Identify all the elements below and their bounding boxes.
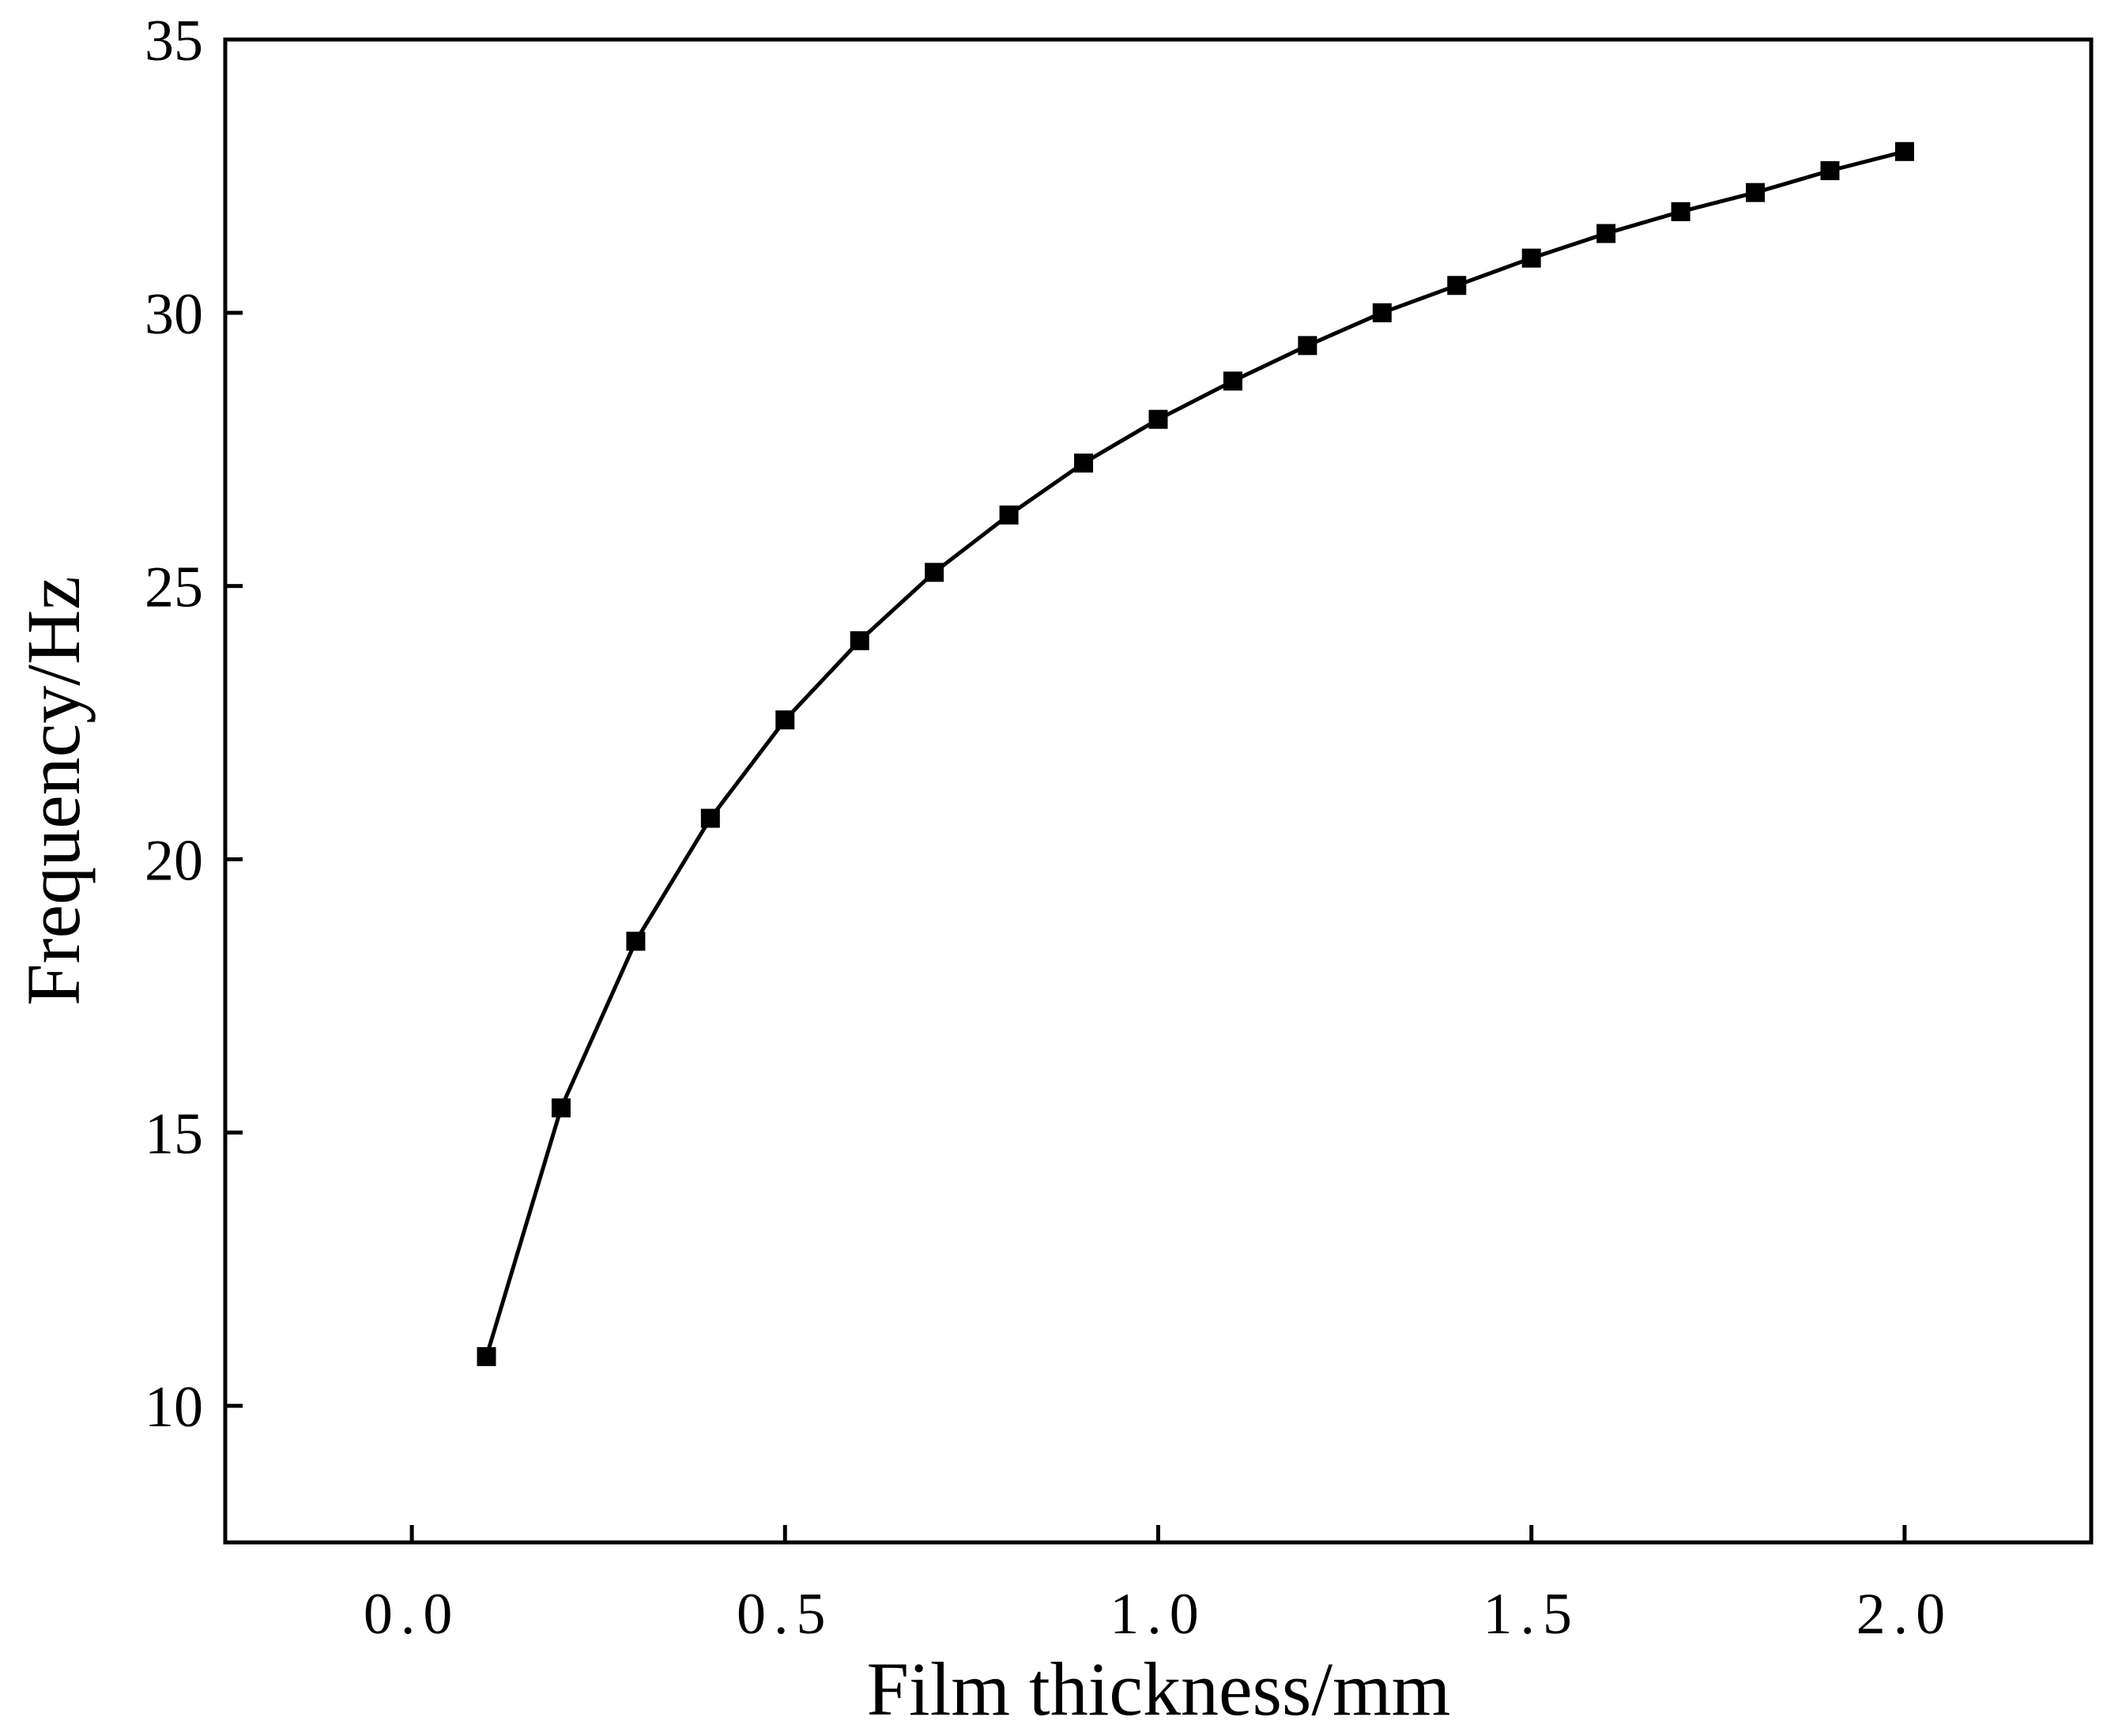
data-point xyxy=(1223,371,1242,391)
x-tick-label: 2.0 xyxy=(1856,1582,1954,1647)
y-tick-label: 10 xyxy=(145,1375,203,1440)
data-point xyxy=(1521,248,1541,268)
x-tick-label: 0.0 xyxy=(364,1582,461,1647)
x-tick-label: 1.5 xyxy=(1483,1582,1580,1647)
data-point xyxy=(925,563,944,582)
data-point xyxy=(1074,454,1094,473)
data-point xyxy=(1671,201,1690,221)
x-tick-label: 0.5 xyxy=(737,1582,834,1647)
data-point xyxy=(775,710,795,730)
data-point xyxy=(477,1346,496,1366)
data-point xyxy=(1894,141,1914,161)
y-tick-label: 25 xyxy=(145,555,203,620)
plot-frame xyxy=(223,37,2094,1545)
y-tick-label: 15 xyxy=(145,1101,203,1166)
data-point xyxy=(1596,224,1616,243)
data-point xyxy=(626,932,646,951)
data-point xyxy=(700,808,720,828)
series-layer xyxy=(477,141,1914,1366)
x-tick-label: 1.0 xyxy=(1110,1582,1207,1647)
y-tick-label: 20 xyxy=(145,828,203,893)
data-point xyxy=(1746,183,1766,202)
data-point xyxy=(1820,160,1840,180)
series-line xyxy=(484,149,1905,1358)
data-point xyxy=(551,1098,571,1118)
x-axis-title: Film thickness/mm xyxy=(867,1647,1451,1731)
data-point xyxy=(850,631,869,650)
data-point xyxy=(1372,303,1392,322)
axis-ticks: 0.0 0.5 1.0 1.5 2.0 10 15 20 25 30 35 xyxy=(145,9,1954,1647)
y-tick-label: 35 xyxy=(145,9,203,73)
y-axis-title: Frequency/Hz xyxy=(11,576,96,1006)
data-point xyxy=(1298,336,1317,356)
data-point xyxy=(999,505,1019,525)
data-point xyxy=(1148,409,1168,429)
y-tick-label: 30 xyxy=(145,282,203,347)
data-point xyxy=(1447,276,1467,296)
